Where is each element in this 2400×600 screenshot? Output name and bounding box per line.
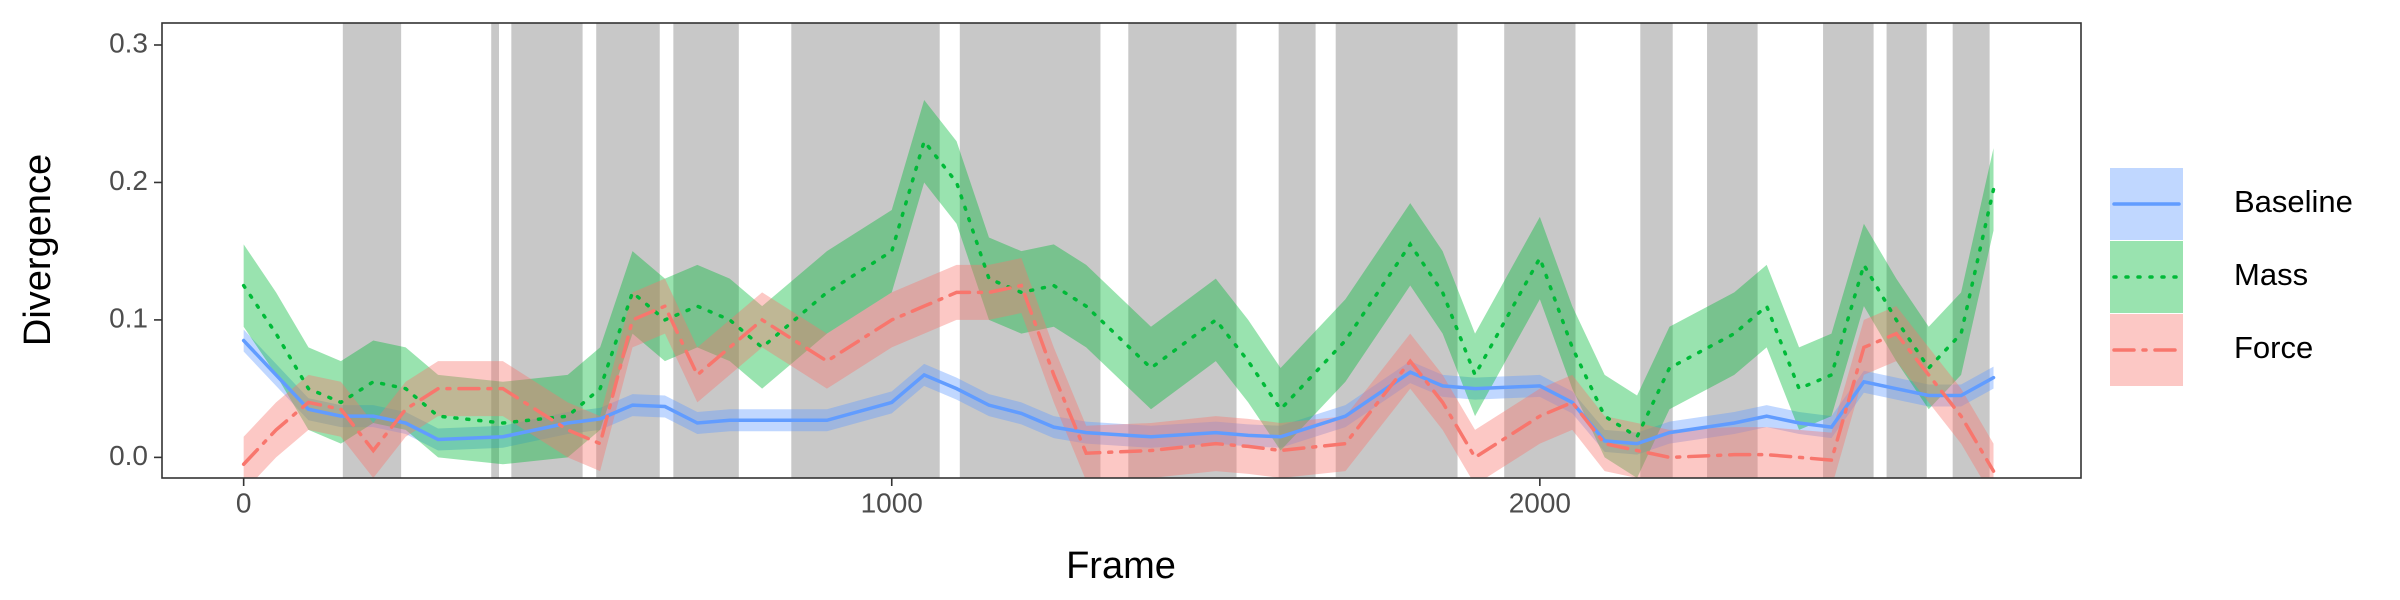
shaded-region — [1886, 23, 1927, 478]
legend-label: Baseline — [2234, 184, 2353, 219]
shaded-region — [1952, 23, 1990, 478]
legend-label: Mass — [2234, 257, 2308, 292]
shaded-region — [673, 23, 739, 478]
shaded-region — [1335, 23, 1458, 478]
x-tick-label: 2000 — [1509, 487, 1571, 518]
panel-background — [162, 23, 2081, 478]
line — [241, 137, 1996, 440]
x-axis-title: Frame — [1066, 545, 1176, 587]
shaded-region — [1128, 23, 1237, 478]
plot-area — [162, 23, 2081, 478]
shaded-region — [1640, 23, 1673, 478]
shaded-region — [791, 23, 940, 478]
line — [241, 338, 1996, 446]
panel-border — [161, 22, 2082, 479]
y-tick-label: 0.1 — [109, 302, 148, 333]
legend-key — [2110, 241, 2183, 313]
x-tick-label: 1000 — [861, 487, 923, 518]
shaded-region — [342, 23, 402, 478]
y-tick-label: 0.0 — [109, 440, 148, 471]
shaded-region — [1278, 23, 1316, 478]
line — [241, 283, 1996, 473]
ribbon — [243, 329, 1994, 455]
y-axis-title: Divergence — [17, 154, 59, 346]
x-tick-label: 0 — [236, 487, 252, 518]
shaded-region — [596, 23, 660, 478]
ribbon — [243, 258, 1994, 478]
shaded-region — [1504, 23, 1576, 478]
legend-label: Force — [2234, 330, 2313, 365]
shaded-region — [491, 23, 500, 478]
y-tick-label: 0.2 — [109, 165, 148, 196]
ribbon — [243, 99, 1994, 478]
shaded-region — [1707, 23, 1758, 478]
y-tick-label: 0.3 — [109, 27, 148, 58]
